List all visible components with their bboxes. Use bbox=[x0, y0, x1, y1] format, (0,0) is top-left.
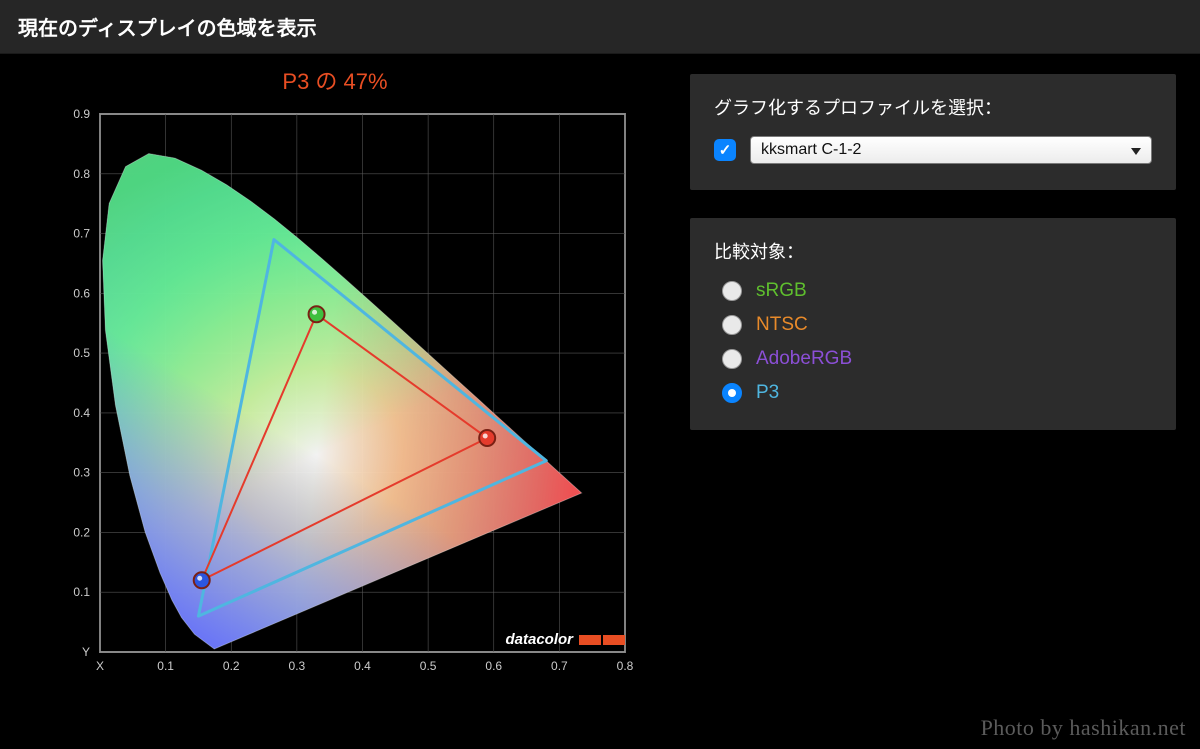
compare-option-ntsc[interactable]: NTSC bbox=[722, 314, 1152, 336]
side-panels: グラフ化するプロファイルを選択： ✓ kksmart C-1-2 比較対象： s… bbox=[690, 54, 1200, 749]
chart-pane: P3 の 47% X 0.1 0.2 0.3 0.4 0.5 0.6 0.7 0.8 Y 0.1 0.… bbox=[0, 54, 670, 749]
svg-text:0.7: 0.7 bbox=[73, 227, 90, 241]
svg-text:0.5: 0.5 bbox=[73, 346, 90, 360]
coverage-percentage-label: P3 の 47% bbox=[0, 64, 670, 96]
compare-option-label: AdobeRGB bbox=[756, 348, 852, 370]
svg-text:0.2: 0.2 bbox=[223, 659, 240, 673]
svg-text:X: X bbox=[96, 659, 104, 673]
window-title: 現在のディスプレイの色域を表示 bbox=[0, 0, 1200, 54]
svg-text:0.9: 0.9 bbox=[73, 107, 90, 121]
svg-text:0.4: 0.4 bbox=[354, 659, 371, 673]
svg-text:0.4: 0.4 bbox=[73, 406, 90, 420]
compare-label: 比較対象： bbox=[714, 238, 1152, 264]
compare-option-srgb[interactable]: sRGB bbox=[722, 280, 1152, 302]
svg-text:Y: Y bbox=[82, 645, 90, 659]
datacolor-logo-bar bbox=[603, 635, 625, 645]
svg-text:0.2: 0.2 bbox=[73, 525, 90, 539]
svg-text:0.1: 0.1 bbox=[73, 585, 90, 599]
compare-option-label: sRGB bbox=[756, 280, 807, 302]
datacolor-logo: datacolor bbox=[505, 631, 625, 648]
svg-text:0.6: 0.6 bbox=[73, 286, 90, 300]
compare-radio-list: sRGB NTSC AdobeRGB P3 bbox=[714, 280, 1152, 404]
radio-button[interactable] bbox=[722, 315, 742, 335]
cie-chromaticity-chart: X 0.1 0.2 0.3 0.4 0.5 0.6 0.7 0.8 Y 0.1 0.2 0.3 0.4 0.… bbox=[45, 104, 635, 694]
svg-text:0.5: 0.5 bbox=[420, 659, 437, 673]
profile-select-dropdown[interactable]: kksmart C-1-2 bbox=[750, 136, 1152, 164]
svg-text:0.7: 0.7 bbox=[551, 659, 568, 673]
profile-checkbox[interactable]: ✓ bbox=[714, 139, 736, 161]
compare-option-label: P3 bbox=[756, 382, 779, 404]
svg-text:0.3: 0.3 bbox=[289, 659, 306, 673]
svg-text:0.1: 0.1 bbox=[157, 659, 174, 673]
datacolor-logo-bar bbox=[579, 635, 601, 645]
compare-option-p3[interactable]: P3 bbox=[722, 382, 1152, 404]
profile-select-label: グラフ化するプロファイルを選択： bbox=[714, 94, 1152, 120]
radio-button[interactable] bbox=[722, 281, 742, 301]
svg-text:0.6: 0.6 bbox=[485, 659, 502, 673]
svg-text:0.3: 0.3 bbox=[73, 466, 90, 480]
compare-panel: 比較対象： sRGB NTSC AdobeRGB P3 bbox=[690, 218, 1176, 430]
svg-text:0.8: 0.8 bbox=[73, 167, 90, 181]
profile-select-panel: グラフ化するプロファイルを選択： ✓ kksmart C-1-2 bbox=[690, 74, 1176, 190]
radio-button[interactable] bbox=[722, 383, 742, 403]
main-content: P3 の 47% X 0.1 0.2 0.3 0.4 0.5 0.6 0.7 0.8 Y 0.1 0.… bbox=[0, 54, 1200, 749]
compare-option-label: NTSC bbox=[756, 314, 808, 336]
compare-option-adobergb[interactable]: AdobeRGB bbox=[722, 348, 1152, 370]
datacolor-logo-text: datacolor bbox=[505, 631, 573, 648]
svg-text:0.8: 0.8 bbox=[617, 659, 634, 673]
radio-button[interactable] bbox=[722, 349, 742, 369]
photo-credit-watermark: Photo by hashikan.net bbox=[981, 715, 1186, 741]
profile-select-value: kksmart C-1-2 bbox=[761, 141, 861, 159]
